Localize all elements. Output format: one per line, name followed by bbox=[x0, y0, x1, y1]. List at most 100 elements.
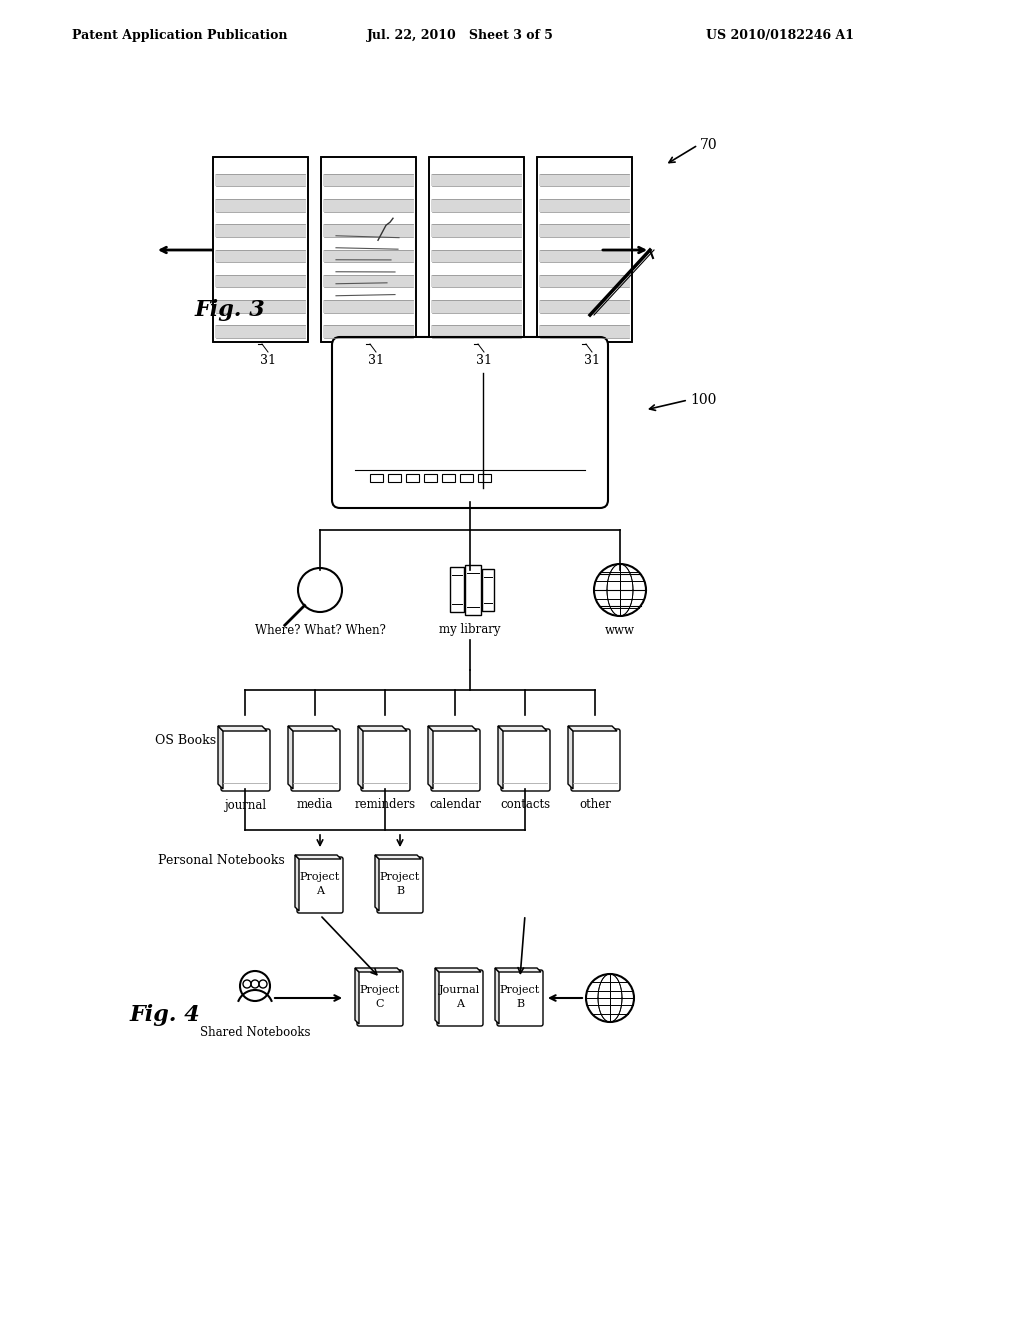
Bar bbox=[370, 474, 383, 482]
Bar bbox=[442, 474, 455, 482]
Bar bbox=[215, 174, 306, 186]
Text: reminders: reminders bbox=[354, 799, 416, 812]
Text: calendar: calendar bbox=[429, 799, 481, 812]
Bar bbox=[388, 474, 401, 482]
Bar bbox=[539, 224, 630, 236]
FancyBboxPatch shape bbox=[213, 157, 308, 342]
Bar bbox=[215, 275, 306, 288]
Text: media: media bbox=[297, 799, 333, 812]
Text: Where? What? When?: Where? What? When? bbox=[255, 623, 385, 636]
Text: 31: 31 bbox=[584, 354, 600, 367]
Polygon shape bbox=[358, 726, 362, 789]
Text: OS Books: OS Books bbox=[155, 734, 216, 747]
Polygon shape bbox=[355, 968, 401, 972]
Bar bbox=[424, 474, 437, 482]
Polygon shape bbox=[375, 855, 379, 911]
Text: Shared Notebooks: Shared Notebooks bbox=[200, 1026, 310, 1039]
Polygon shape bbox=[218, 726, 267, 731]
Bar bbox=[460, 474, 473, 482]
Text: Journal: Journal bbox=[439, 985, 480, 995]
Bar bbox=[539, 275, 630, 288]
FancyBboxPatch shape bbox=[291, 729, 340, 791]
Bar bbox=[323, 325, 414, 338]
Text: Personal Notebooks: Personal Notebooks bbox=[158, 854, 285, 866]
Text: A: A bbox=[316, 886, 324, 896]
FancyBboxPatch shape bbox=[361, 729, 410, 791]
Polygon shape bbox=[495, 968, 541, 972]
Text: Patent Application Publication: Patent Application Publication bbox=[73, 29, 288, 41]
Text: 100: 100 bbox=[690, 393, 717, 407]
Polygon shape bbox=[568, 726, 573, 789]
Text: Fig. 3: Fig. 3 bbox=[195, 300, 266, 321]
FancyBboxPatch shape bbox=[357, 970, 403, 1026]
Text: contacts: contacts bbox=[500, 799, 550, 812]
Bar bbox=[431, 325, 522, 338]
Bar bbox=[539, 325, 630, 338]
Bar bbox=[539, 300, 630, 313]
Bar bbox=[323, 224, 414, 236]
Text: Project: Project bbox=[359, 985, 400, 995]
Bar bbox=[431, 300, 522, 313]
Text: 31: 31 bbox=[260, 354, 276, 367]
FancyBboxPatch shape bbox=[332, 337, 608, 508]
Bar bbox=[431, 224, 522, 236]
Bar bbox=[323, 300, 414, 313]
Polygon shape bbox=[568, 726, 617, 731]
Polygon shape bbox=[428, 726, 477, 731]
Bar bbox=[431, 249, 522, 263]
Polygon shape bbox=[218, 726, 223, 789]
Bar bbox=[215, 199, 306, 211]
Bar bbox=[323, 249, 414, 263]
Bar bbox=[215, 300, 306, 313]
Bar bbox=[406, 474, 419, 482]
Text: Fig. 4: Fig. 4 bbox=[130, 1005, 201, 1026]
Text: 70: 70 bbox=[700, 139, 718, 152]
Text: A: A bbox=[456, 999, 464, 1008]
Text: 31: 31 bbox=[476, 354, 492, 367]
Polygon shape bbox=[498, 726, 547, 731]
FancyBboxPatch shape bbox=[497, 970, 543, 1026]
Text: Project: Project bbox=[380, 873, 420, 882]
Bar bbox=[215, 224, 306, 236]
FancyBboxPatch shape bbox=[437, 970, 483, 1026]
FancyBboxPatch shape bbox=[501, 729, 550, 791]
Bar bbox=[431, 275, 522, 288]
Polygon shape bbox=[435, 968, 481, 972]
Bar bbox=[215, 325, 306, 338]
FancyBboxPatch shape bbox=[297, 857, 343, 913]
Text: other: other bbox=[579, 799, 611, 812]
FancyBboxPatch shape bbox=[321, 157, 416, 342]
Text: www: www bbox=[605, 623, 635, 636]
Text: C: C bbox=[376, 999, 384, 1008]
Text: Project: Project bbox=[300, 873, 340, 882]
Polygon shape bbox=[355, 968, 359, 1024]
FancyBboxPatch shape bbox=[221, 729, 270, 791]
Text: Project: Project bbox=[500, 985, 540, 995]
Bar bbox=[465, 565, 481, 615]
Text: my library: my library bbox=[439, 623, 501, 636]
Text: B: B bbox=[516, 999, 524, 1008]
FancyBboxPatch shape bbox=[429, 157, 524, 342]
Bar bbox=[215, 249, 306, 263]
Text: journal: journal bbox=[224, 799, 266, 812]
Bar bbox=[431, 199, 522, 211]
Polygon shape bbox=[295, 855, 299, 911]
Bar bbox=[539, 249, 630, 263]
Polygon shape bbox=[288, 726, 337, 731]
Polygon shape bbox=[375, 855, 421, 859]
Polygon shape bbox=[498, 726, 503, 789]
Polygon shape bbox=[495, 968, 499, 1024]
Bar bbox=[539, 199, 630, 211]
Bar bbox=[450, 568, 464, 612]
Bar bbox=[323, 199, 414, 211]
Polygon shape bbox=[358, 726, 407, 731]
Text: US 2010/0182246 A1: US 2010/0182246 A1 bbox=[706, 29, 854, 41]
Bar bbox=[539, 174, 630, 186]
Polygon shape bbox=[428, 726, 433, 789]
FancyBboxPatch shape bbox=[431, 729, 480, 791]
Text: Jul. 22, 2010   Sheet 3 of 5: Jul. 22, 2010 Sheet 3 of 5 bbox=[367, 29, 553, 41]
FancyBboxPatch shape bbox=[537, 157, 632, 342]
Bar bbox=[482, 569, 494, 611]
Polygon shape bbox=[295, 855, 341, 859]
Text: 31: 31 bbox=[368, 354, 384, 367]
